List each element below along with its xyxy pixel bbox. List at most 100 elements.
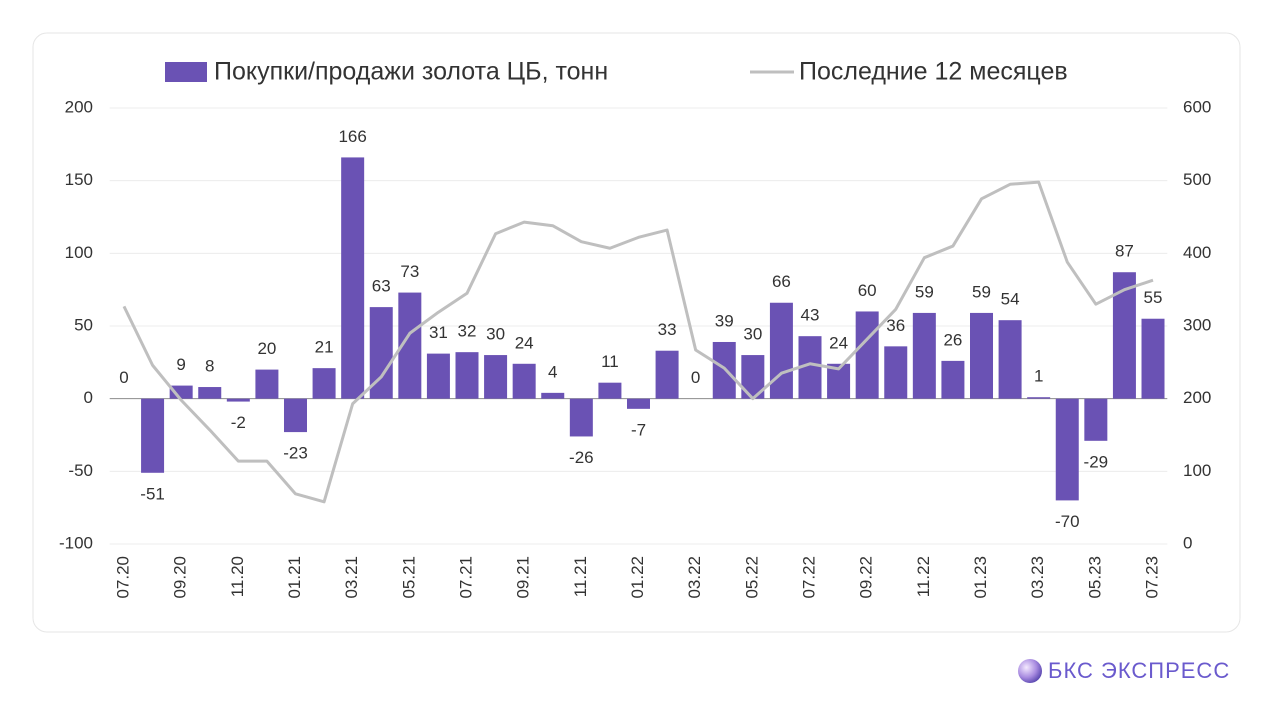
x-tick-label: 07.23	[1142, 556, 1161, 599]
value-label: 166	[338, 127, 366, 146]
value-label: 54	[1001, 290, 1020, 309]
value-label: -51	[140, 484, 165, 503]
bar	[455, 352, 479, 399]
x-tick-label: 07.21	[456, 556, 475, 599]
x-tick-label: 07.22	[799, 556, 818, 599]
value-label: 60	[858, 281, 877, 300]
bar	[970, 312, 994, 399]
value-label: 32	[458, 322, 477, 341]
value-label: 4	[548, 362, 557, 381]
y-tick-label: 0	[84, 388, 93, 407]
x-tick-label: 11.21	[571, 556, 590, 597]
brand-text: БКС ЭКСПРЕСС	[1048, 658, 1230, 683]
value-label: 21	[315, 338, 334, 357]
y-tick-label: 50	[74, 315, 93, 334]
bar	[598, 382, 622, 399]
value-label: 30	[486, 325, 505, 344]
y2-tick-label: 200	[1183, 388, 1211, 407]
x-tick-label: 01.21	[285, 556, 304, 599]
x-tick-label: 05.23	[1085, 556, 1104, 599]
y-tick-label: 150	[65, 170, 93, 189]
x-tick-label: 03.21	[342, 556, 361, 599]
value-label: 1	[1034, 367, 1043, 386]
bar	[998, 320, 1022, 399]
bar	[1027, 397, 1051, 399]
y2-tick-label: 300	[1183, 315, 1211, 334]
value-label: -29	[1084, 452, 1109, 471]
value-label: 66	[772, 272, 791, 291]
bar	[369, 307, 393, 399]
value-label: 26	[943, 330, 962, 349]
x-tick-label: 09.22	[857, 556, 876, 599]
value-label: 55	[1144, 288, 1163, 307]
bar	[1141, 318, 1165, 399]
value-label: 59	[972, 282, 991, 301]
value-label: -70	[1055, 512, 1080, 531]
x-tick-label: 03.22	[685, 556, 704, 599]
value-label: 33	[658, 320, 677, 339]
x-tick-label: 07.20	[113, 556, 132, 599]
x-tick-label: 09.20	[171, 556, 190, 599]
line	[122, 180, 1154, 504]
value-label: 39	[715, 311, 734, 330]
value-label: 0	[119, 368, 128, 387]
value-label: 59	[915, 282, 934, 301]
bar	[569, 398, 593, 437]
y-tick-label: 200	[65, 97, 93, 116]
legend-label: Покупки/продажи золота ЦБ, тонн	[214, 58, 608, 86]
x-tick-label: 05.21	[399, 556, 418, 599]
y2-tick-label: 0	[1183, 533, 1192, 552]
value-label: 0	[691, 368, 700, 387]
value-label: 8	[205, 357, 214, 376]
value-label: 24	[829, 333, 848, 352]
y-tick-label: -50	[68, 461, 93, 480]
value-label: 30	[743, 325, 762, 344]
value-label: -2	[231, 413, 246, 432]
x-tick-label: 09.21	[514, 556, 533, 599]
bar	[226, 398, 250, 402]
bar	[941, 360, 965, 399]
legend-label: Последние 12 месяцев	[799, 58, 1068, 86]
bar	[655, 350, 679, 399]
bar	[741, 355, 765, 399]
y-tick-label: -100	[59, 533, 93, 552]
y2-tick-label: 600	[1183, 97, 1211, 116]
bar	[312, 368, 336, 399]
y-tick-label: 100	[65, 243, 93, 262]
bar	[912, 312, 936, 399]
value-label: -7	[631, 420, 646, 439]
value-label: 87	[1115, 242, 1134, 261]
y2-tick-label: 100	[1183, 461, 1211, 480]
bar	[855, 311, 879, 399]
bar	[484, 355, 508, 399]
bar	[512, 363, 536, 399]
bar	[141, 398, 165, 473]
bar	[1055, 398, 1079, 501]
value-label: 73	[400, 262, 419, 281]
x-tick-label: 03.23	[1028, 556, 1047, 599]
value-label: 24	[515, 333, 534, 352]
x-tick-label: 11.22	[914, 556, 933, 597]
x-tick-label: 01.23	[971, 556, 990, 599]
bar	[255, 369, 279, 399]
bar	[398, 292, 422, 399]
value-label: 63	[372, 277, 391, 296]
bar	[341, 157, 365, 399]
value-label: 20	[257, 339, 276, 358]
bar	[1112, 272, 1136, 399]
y2-tick-label: 500	[1183, 170, 1211, 189]
card	[32, 32, 1241, 633]
bar	[198, 387, 222, 399]
brand-logo	[1018, 659, 1042, 683]
bar	[541, 392, 565, 399]
bar	[884, 346, 908, 399]
value-label: 31	[429, 323, 448, 342]
x-tick-label: 05.22	[742, 556, 761, 599]
legend-swatch	[165, 62, 207, 82]
y2-tick-label: 400	[1183, 243, 1211, 262]
value-label: -26	[569, 448, 594, 467]
value-label: 9	[176, 355, 185, 374]
value-label: -23	[283, 444, 308, 463]
bar	[426, 353, 450, 399]
